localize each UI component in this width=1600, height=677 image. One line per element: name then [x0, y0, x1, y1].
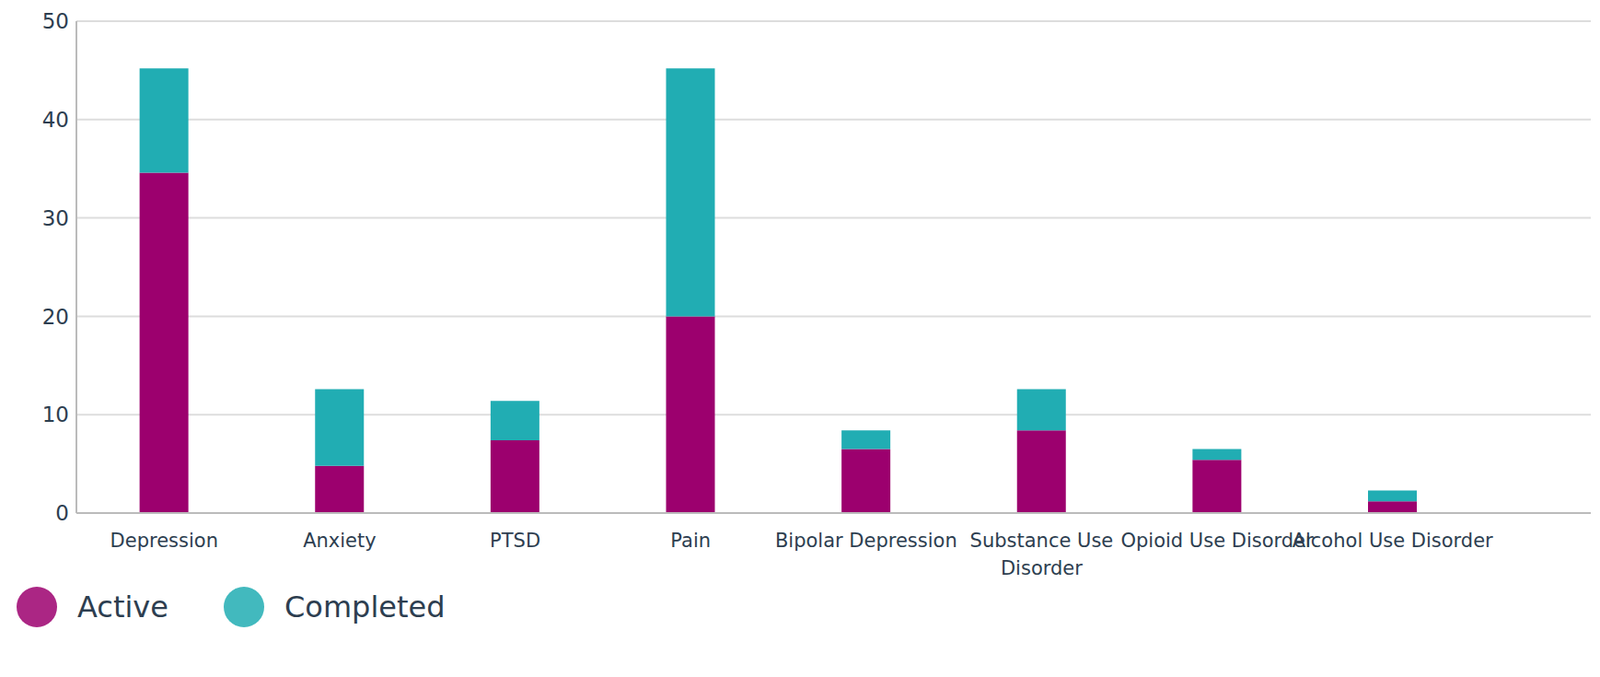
svg-text:10: 10 [42, 402, 70, 427]
svg-text:Opioid Use Disorder: Opioid Use Disorder [1120, 529, 1314, 552]
svg-text:Anxiety: Anxiety [302, 529, 377, 552]
svg-text:Substance UseDisorder: Substance UseDisorder [970, 529, 1114, 580]
svg-text:50: 50 [42, 9, 70, 34]
svg-text:20: 20 [42, 304, 70, 329]
svg-text:Pain: Pain [670, 529, 711, 552]
svg-text:0: 0 [55, 500, 70, 525]
svg-text:Alcohol Use Disorder: Alcohol Use Disorder [1292, 529, 1494, 552]
svg-text:PTSD: PTSD [489, 529, 541, 552]
svg-text:Depression: Depression [110, 529, 219, 552]
html-text:Completed: Completed [284, 589, 446, 625]
svg-text:40: 40 [42, 107, 70, 132]
svg-text:30: 30 [42, 206, 70, 231]
html-text:Active: Active [77, 589, 169, 625]
svg-text:Bipolar Depression: Bipolar Depression [775, 529, 958, 552]
